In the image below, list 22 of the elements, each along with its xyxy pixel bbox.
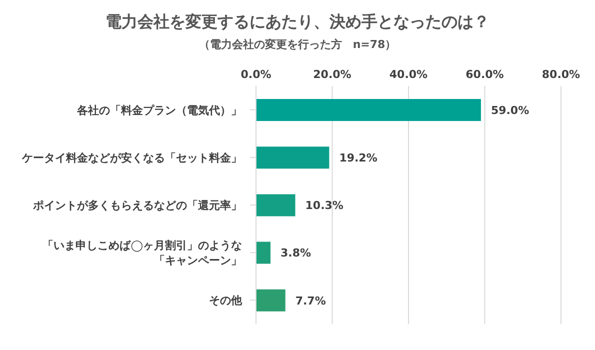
data-label: 3.8% [280, 246, 312, 260]
chart-subtitle: （電力会社の変更を行った方 n=78） [198, 37, 398, 52]
y-tick-label: 各社の「料金プラン（電気代）」 [76, 103, 242, 116]
y-tick-label: 「いま申しこめば◯ヶ月割引」のような「キャンペーン」 [42, 238, 242, 267]
chart-title: 電力会社を変更するにあたり、決め手となったのは？ [104, 12, 490, 33]
x-tick-label: 0.0% [240, 68, 272, 81]
x-tick-label: 20.0% [313, 68, 352, 81]
bar [256, 99, 481, 121]
data-label: 59.0% [490, 104, 530, 117]
bar [256, 289, 286, 312]
x-tick-label: 60.0% [466, 68, 504, 81]
bar [256, 194, 296, 216]
bar [256, 242, 270, 264]
y-tick-label: ポイントが多くもらえるなどの「還元率」 [32, 198, 242, 212]
y-tick-label: その他 [209, 294, 243, 307]
data-label: 7.7% [295, 294, 326, 308]
y-tick-label: ケータイ料金などが安くなる「セット料金」 [21, 150, 242, 164]
x-tick-label: 80.0% [542, 68, 580, 81]
bar [256, 146, 330, 169]
data-label: 19.2% [339, 152, 378, 165]
x-tick-label: 40.0% [389, 68, 428, 81]
data-label: 10.3% [305, 199, 344, 212]
